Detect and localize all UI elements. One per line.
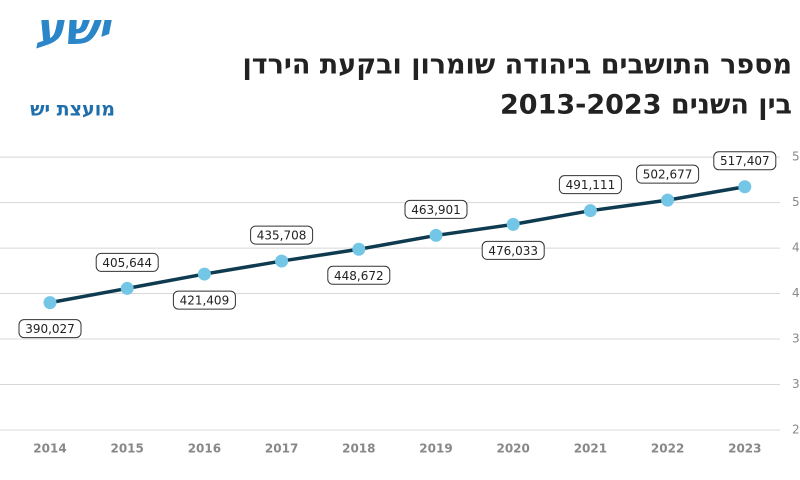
y-tick-label: 3 — [792, 332, 800, 346]
x-tick-label: 2017 — [265, 442, 298, 456]
data-point — [738, 180, 752, 194]
value-label-box — [404, 199, 468, 219]
y-tick-label: 4 — [792, 241, 800, 255]
value-label: 517,407 — [720, 154, 770, 168]
x-tick-label: 2022 — [651, 442, 684, 456]
value-label: 502,677 — [643, 168, 693, 182]
value-label-box — [481, 240, 545, 260]
value-label-box — [713, 151, 777, 171]
value-label: 405,644 — [102, 256, 152, 270]
x-tick-label: 2019 — [419, 442, 452, 456]
value-label-box — [558, 175, 622, 195]
y-tick-label: 4 — [792, 286, 800, 300]
data-point — [583, 204, 597, 218]
value-label-box — [636, 164, 700, 184]
x-tick-label: 2021 — [574, 442, 607, 456]
data-point — [661, 193, 675, 207]
data-line — [49, 185, 746, 305]
data-point — [506, 217, 520, 231]
x-tick-label: 2018 — [342, 442, 375, 456]
logo-name: מועצת יש — [30, 99, 115, 121]
data-point — [197, 267, 211, 281]
data-point — [352, 242, 366, 256]
data-point — [120, 281, 134, 295]
data-point — [275, 254, 289, 268]
chart-title: מספר התושבים ביהודה שומרון ובקעת הירדן — [242, 50, 792, 81]
y-tick-label: 5 — [792, 150, 800, 164]
logo-mark: ישע — [35, 4, 112, 55]
y-tick-label: 3 — [792, 377, 800, 391]
value-label: 421,409 — [180, 294, 230, 308]
value-label: 448,672 — [334, 269, 384, 283]
x-tick-label: 2016 — [188, 442, 221, 456]
value-label: 463,901 — [411, 203, 461, 217]
x-tick-label: 2014 — [33, 442, 66, 456]
value-label-box — [172, 290, 236, 310]
chart-subtitle: בין השנים 2013-2023 — [500, 90, 792, 121]
x-tick-label: 2023 — [728, 442, 761, 456]
value-label-box — [18, 319, 82, 339]
value-label: 390,027 — [25, 322, 75, 336]
value-label: 476,033 — [488, 244, 538, 258]
value-label-box — [327, 265, 391, 285]
data-point — [43, 296, 57, 310]
value-label: 491,111 — [566, 178, 616, 192]
y-tick-label: 2 — [792, 423, 800, 437]
x-tick-label: 2020 — [496, 442, 529, 456]
data-point — [429, 228, 443, 242]
value-label: 435,708 — [257, 229, 307, 243]
x-tick-label: 2015 — [110, 442, 143, 456]
y-tick-label: 5 — [792, 195, 800, 209]
value-label-box — [250, 225, 314, 245]
value-label-box — [95, 252, 159, 272]
